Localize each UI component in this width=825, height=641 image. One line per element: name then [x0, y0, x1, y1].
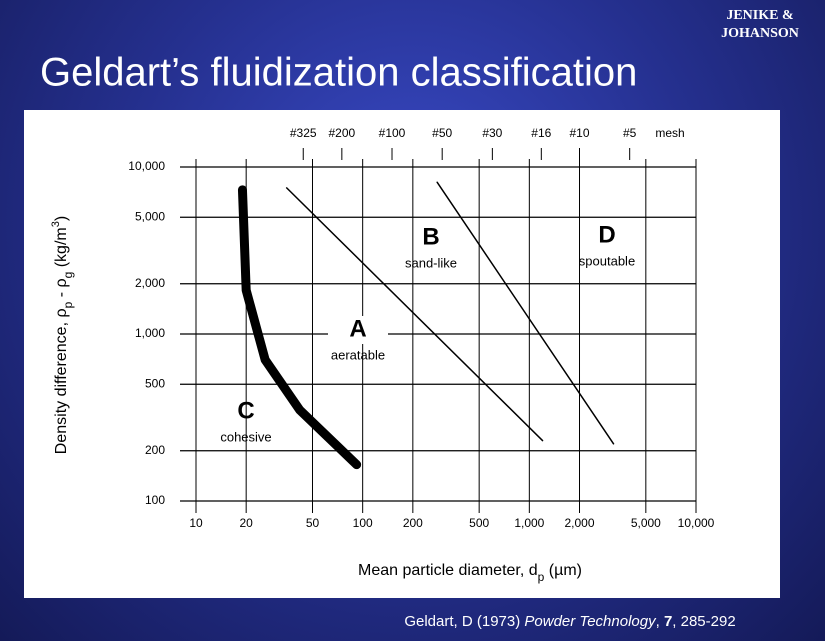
- x-tick-label: 500: [469, 516, 489, 530]
- y-tick-label: 500: [145, 376, 165, 390]
- figure-panel: [24, 110, 780, 598]
- x-tick-label: 200: [403, 516, 423, 530]
- region-label: aeratable: [331, 347, 385, 362]
- region-letter: B: [422, 223, 439, 250]
- y-tick-label: 200: [145, 443, 165, 457]
- x-axis-label: Mean particle diameter, dp (µm): [358, 562, 582, 584]
- x-tick-label: 2,000: [564, 516, 594, 530]
- x-tick-label: 20: [239, 516, 253, 530]
- citation-part: Powder Technology: [524, 613, 657, 630]
- top-tick-label: #30: [482, 126, 502, 140]
- x-tick-label: 5,000: [631, 516, 661, 530]
- top-axis-label: mesh: [655, 126, 684, 140]
- citation-part: ,: [656, 613, 664, 630]
- y-axis-label-part: g: [61, 272, 75, 279]
- region-letter: A: [349, 315, 366, 342]
- citation-part: Geldart, D (1973): [404, 613, 524, 630]
- boundary-line: [285, 187, 544, 442]
- x-tick-label: 1,000: [514, 516, 544, 530]
- y-tick-label: 2,000: [135, 276, 165, 290]
- y-axis-label-part: Density difference, ρ: [53, 308, 70, 454]
- y-tick-label: 100: [145, 493, 165, 507]
- y-tick-label: 1,000: [135, 326, 165, 340]
- y-axis-label-part: p: [61, 301, 75, 308]
- label-background: [328, 316, 388, 344]
- x-tick-label: 100: [353, 516, 373, 530]
- boundary-line: [436, 181, 615, 445]
- x-tick-label: 50: [306, 516, 320, 530]
- citation-part: , 285-292: [672, 613, 735, 630]
- y-axis-label-part: ): [53, 216, 70, 221]
- y-axis-label: Density difference, ρp - ρg (kg/m3): [50, 216, 75, 454]
- region-letter: C: [237, 397, 254, 424]
- x-tick-label: 10,000: [678, 516, 715, 530]
- y-tick-label: 5,000: [135, 209, 165, 223]
- logo: JENIKE &: [726, 8, 793, 23]
- x-axis-label-part: (µm): [544, 562, 582, 579]
- boundary-line: [237, 185, 362, 470]
- x-tick-label: 10: [189, 516, 203, 530]
- y-axis-label-part: - ρ: [53, 278, 70, 301]
- top-tick-label: #100: [379, 126, 406, 140]
- top-tick-label: #10: [569, 126, 589, 140]
- slide-title: Geldart’s fluidization classification: [40, 51, 637, 95]
- x-axis-label-part: Mean particle diameter, d: [358, 562, 538, 579]
- region-label: sand-like: [405, 255, 457, 270]
- top-tick-label: #325: [290, 126, 317, 140]
- y-tick-label: 10,000: [128, 159, 165, 173]
- y-axis-label-part: (kg/m: [53, 227, 70, 271]
- citation: Geldart, D (1973) Powder Technology, 7, …: [404, 613, 735, 630]
- region-label: spoutable: [579, 253, 635, 268]
- citation-part: 7: [664, 613, 672, 630]
- logo: JOHANSON: [721, 26, 799, 41]
- top-tick-label: #50: [432, 126, 452, 140]
- top-tick-label: #200: [328, 126, 355, 140]
- region-letter: D: [598, 221, 615, 248]
- x-axis-label-part: p: [538, 570, 545, 584]
- top-tick-label: #16: [531, 126, 551, 140]
- region-label: cohesive: [220, 429, 271, 444]
- y-axis-label-part: 3: [50, 221, 62, 227]
- top-tick-label: #5: [623, 126, 637, 140]
